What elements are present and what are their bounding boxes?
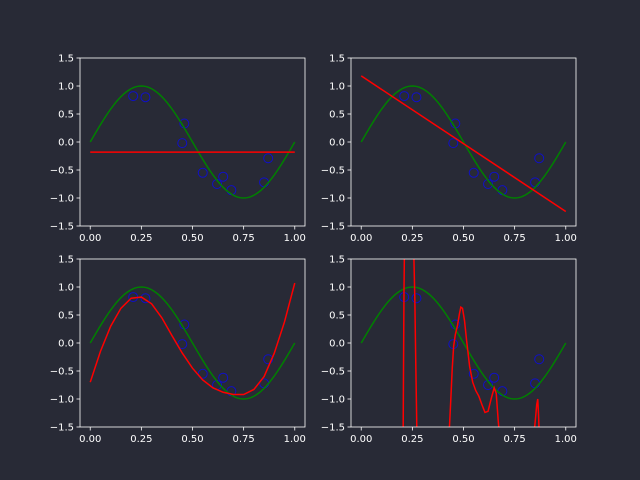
y-tick-label: 1.5: [58, 54, 74, 65]
x-tick-label: 0.50: [181, 233, 203, 244]
y-tick-label: 0.0: [58, 339, 74, 350]
plot-marks: [89, 282, 296, 400]
plot-marks: [360, 75, 567, 213]
y-tick-label: 0.5: [329, 311, 345, 322]
y-tick-label: 0.0: [58, 138, 74, 149]
data-point: [177, 138, 188, 149]
data-point: [197, 167, 208, 178]
data-point: [140, 293, 151, 304]
y-tick-label: 0.5: [58, 110, 74, 121]
x-tick-label: 1.00: [555, 434, 577, 445]
y-tick-label: −0.5: [321, 166, 345, 177]
y-tick-label: 1.5: [329, 255, 345, 266]
fit-line: [533, 398, 540, 427]
data-point: [399, 91, 410, 102]
y-tick-label: −0.5: [321, 367, 345, 378]
y-tick-label: 1.5: [58, 255, 74, 266]
plot-marks: [89, 85, 296, 199]
fit-line: [413, 259, 418, 427]
y-tick-label: −1.5: [321, 222, 345, 233]
data-point: [448, 138, 459, 149]
x-tick-label: 0.75: [504, 233, 526, 244]
y-tick-label: −1.5: [50, 423, 74, 434]
data-point: [489, 171, 500, 182]
fit-line: [89, 282, 296, 396]
y-tick-label: 0.5: [329, 110, 345, 121]
y-tick-label: 1.0: [58, 82, 74, 93]
true-function-line: [360, 286, 567, 400]
y-tick-label: −0.5: [50, 166, 74, 177]
subplot-top-right: 0.00 0.25 0.50 0.75 1.00 −1.5 −1.0 −0.5 0.0 0.5 1.…: [321, 54, 577, 245]
y-tick-label: 0.0: [329, 339, 345, 350]
data-point: [534, 153, 545, 164]
data-point: [468, 368, 479, 379]
x-tick-label: 1.00: [284, 434, 306, 445]
true-function-line: [360, 85, 567, 199]
y-tick-label: 1.5: [329, 54, 345, 65]
data-point: [140, 92, 151, 103]
y-tick-label: 1.0: [329, 283, 345, 294]
x-tick-label: 0.25: [130, 434, 152, 445]
x-tick-label: 0.75: [233, 434, 255, 445]
x-tick-label: 0.00: [79, 434, 101, 445]
y-tick-label: −1.5: [321, 423, 345, 434]
fit-line: [448, 305, 500, 427]
y-tick-label: −0.5: [50, 367, 74, 378]
x-tick-label: 0.50: [452, 233, 474, 244]
data-point: [468, 167, 479, 178]
y-tick-label: −1.0: [321, 194, 345, 205]
x-tick-label: 1.00: [555, 233, 577, 244]
plot-marks: [360, 259, 567, 427]
data-point: [218, 171, 229, 182]
subplot-bottom-right: 0.00 0.25 0.50 0.75 1.00 −1.5 −1.0 −0.5 0.0 0.5 1.…: [321, 255, 577, 446]
data-point: [128, 91, 139, 102]
true-function-line: [89, 85, 296, 199]
true-function-line: [89, 286, 296, 400]
y-tick-label: 1.0: [58, 283, 74, 294]
x-tick-label: 0.75: [504, 434, 526, 445]
x-tick-label: 0.25: [130, 233, 152, 244]
x-tick-label: 0.75: [233, 233, 255, 244]
data-point: [534, 354, 545, 365]
x-tick-label: 1.00: [284, 233, 306, 244]
x-tick-label: 0.00: [79, 233, 101, 244]
x-tick-label: 0.00: [350, 434, 372, 445]
data-point: [218, 372, 229, 383]
y-tick-label: −1.5: [50, 222, 74, 233]
y-tick-label: −1.0: [50, 194, 74, 205]
x-tick-label: 0.00: [350, 233, 372, 244]
fit-line: [360, 75, 567, 213]
y-tick-label: 1.0: [329, 82, 345, 93]
x-tick-label: 0.50: [181, 434, 203, 445]
y-tick-label: 0.0: [329, 138, 345, 149]
subplot-bottom-left: 0.00 0.25 0.50 0.75 1.00 −1.5 −1.0 −0.5 0.0 0.5 1.…: [50, 255, 306, 446]
data-point: [411, 92, 422, 103]
x-tick-label: 0.50: [452, 434, 474, 445]
x-tick-label: 0.25: [401, 434, 423, 445]
data-point: [263, 153, 274, 164]
fit-line: [402, 259, 406, 427]
y-tick-label: −1.0: [50, 395, 74, 406]
data-point: [489, 372, 500, 383]
data-point: [411, 293, 422, 304]
y-tick-label: 0.5: [58, 311, 74, 322]
subplot-top-left: 0.00 0.25 0.50 0.75 1.00 −1.5 −1.0 −0.5 0.0 0.5 1.…: [50, 54, 306, 245]
x-tick-label: 0.25: [401, 233, 423, 244]
y-tick-label: −1.0: [321, 395, 345, 406]
data-point: [263, 354, 274, 365]
